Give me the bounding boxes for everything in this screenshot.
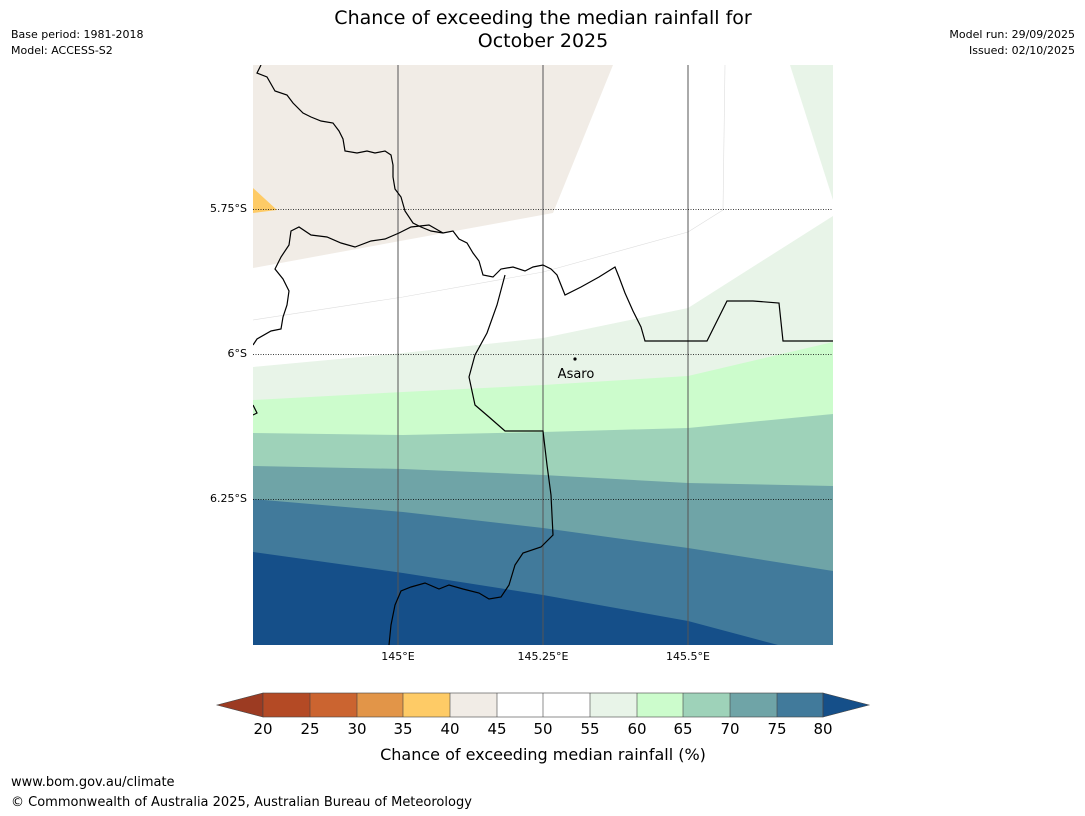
- forecast-map[interactable]: Asaro: [253, 65, 833, 645]
- colorbar-tick: 75: [767, 720, 787, 738]
- colorbar-tick: 35: [393, 720, 413, 738]
- province-border: [256, 65, 833, 342]
- lon-label-145-5: 145.5°E: [666, 650, 710, 663]
- colorbar-50-55: [543, 693, 590, 717]
- header-right: Model run: 29/09/2025 Issued: 02/10/2025: [949, 27, 1075, 59]
- map-svg: Asaro: [253, 65, 833, 645]
- model-run: Model run: 29/09/2025: [949, 28, 1075, 41]
- colorbar-tick: 40: [440, 720, 460, 738]
- colorbar-30-35: [357, 693, 403, 717]
- zone-35-40: [253, 188, 277, 213]
- colorbar-tick: 30: [347, 720, 367, 738]
- colorbar-below-20: [215, 692, 264, 718]
- colorbar-tick: 65: [673, 720, 693, 738]
- colorbar-label: Chance of exceeding median rainfall (%): [380, 745, 706, 764]
- province-border: [253, 404, 258, 416]
- province-border: [253, 224, 444, 346]
- colorbar-dividers: [309, 693, 778, 717]
- colorbar-75-80: [777, 693, 823, 717]
- province-border: [388, 274, 554, 645]
- lon-label-145: 145°E: [381, 650, 415, 663]
- colorbar-tick: 25: [300, 720, 320, 738]
- lat-label-5-75: 5.75°S: [210, 202, 247, 215]
- colorbar-tick: 70: [720, 720, 740, 738]
- colorbar-svg: [215, 692, 871, 718]
- model-name: Model: ACCESS-S2: [11, 44, 113, 57]
- asaro-label: Asaro: [558, 367, 595, 382]
- map-title: Chance of exceeding the median rainfall …: [243, 7, 843, 53]
- lon-label-145-25: 145.25°E: [517, 650, 569, 663]
- lat-label-6-25: 6.25°S: [210, 492, 247, 505]
- colorbar-above-80: [822, 692, 871, 718]
- zone-above-80: [253, 552, 778, 645]
- header-left: Base period: 1981-2018 Model: ACCESS-S2: [11, 27, 143, 59]
- asaro-marker[interactable]: [573, 357, 577, 361]
- colorbar: [215, 692, 871, 720]
- colorbar-40-45: [450, 693, 497, 717]
- lat-label-6: 6°S: [227, 347, 247, 360]
- colorbar-25-30: [310, 693, 357, 717]
- colorbar-60-65: [637, 693, 683, 717]
- colorbar-70-75: [730, 693, 777, 717]
- colorbar-tick: 55: [580, 720, 600, 738]
- colorbar-65-70: [683, 693, 730, 717]
- title-line-2: October 2025: [477, 30, 609, 52]
- colorbar-55-60: [590, 693, 637, 717]
- colorbar-tick: 50: [533, 720, 553, 738]
- title-line-1: Chance of exceeding the median rainfall …: [334, 7, 752, 29]
- colorbar-tick: 60: [627, 720, 647, 738]
- zone-55-60-top: [790, 65, 833, 200]
- colorbar-20-25: [263, 693, 310, 717]
- base-period: Base period: 1981-2018: [11, 28, 144, 41]
- zone-40-45: [253, 65, 613, 268]
- colorbar-35-40: [403, 693, 450, 717]
- colorbar-tick: 80: [813, 720, 833, 738]
- colorbar-tick: 20: [253, 720, 273, 738]
- footer-url[interactable]: www.bom.gov.au/climate: [11, 775, 175, 790]
- colorbar-45-50: [497, 693, 543, 717]
- contour-line: [722, 65, 726, 211]
- footer-copyright: © Commonwealth of Australia 2025, Austra…: [11, 795, 472, 810]
- colorbar-tick: 45: [487, 720, 507, 738]
- issued-date: Issued: 02/10/2025: [968, 44, 1075, 57]
